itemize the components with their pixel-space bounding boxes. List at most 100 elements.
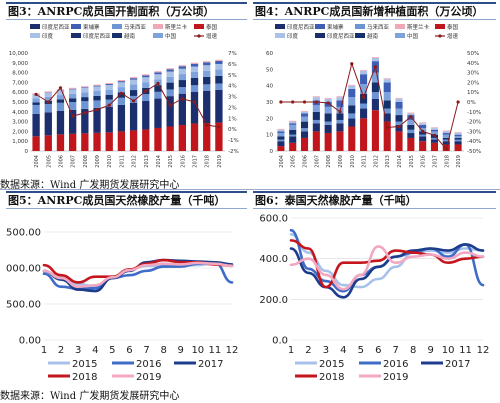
bar-segment-越南 xyxy=(348,105,356,114)
bar-segment-印度 xyxy=(407,113,415,116)
bar-segment-印度 xyxy=(142,77,150,83)
legend-label: 越南 xyxy=(367,32,379,40)
legend-swatch xyxy=(112,24,122,29)
bar-segment-柬埔寨 xyxy=(442,133,450,135)
bar-segment-中国 xyxy=(360,84,368,94)
legend-marker-growth xyxy=(438,34,442,38)
bar-segment-印度尼西亚 xyxy=(69,109,77,134)
bar-segment-泰国 xyxy=(348,126,356,151)
legend-swatch xyxy=(153,33,163,38)
bar-segment-印度 xyxy=(215,63,223,70)
bar-segment-柬埔寨 xyxy=(454,134,462,137)
bar-segment-中国 xyxy=(430,131,439,135)
bar-segment-斯里兰卡 xyxy=(69,87,77,89)
bar-segment-印度尼西亚 xyxy=(117,104,126,132)
y-tick-label-right: 10% xyxy=(467,90,479,96)
legend-label: 印度尼西亚 xyxy=(42,23,70,31)
bar-segment-中国 xyxy=(129,84,138,91)
growth-point xyxy=(71,114,75,118)
growth-point xyxy=(456,100,460,104)
growth-point xyxy=(421,129,425,133)
bar-segment-斯里兰卡 xyxy=(129,77,138,79)
x-tick-label: 2010 xyxy=(350,155,356,168)
y-tick-label-left: 10,000 xyxy=(9,51,29,57)
legend-label: 2017 xyxy=(445,359,470,370)
bar-segment-越南 xyxy=(190,77,199,86)
bar-segment-泰国 xyxy=(142,129,150,151)
bar-segment-印度尼西亚 xyxy=(383,113,391,122)
y-tick-label-right: 50% xyxy=(467,51,479,57)
bar-segment-泰国 xyxy=(93,132,101,151)
bar-segment-印度尼西亚 xyxy=(154,98,162,128)
bar-segment-柬埔寨 xyxy=(348,88,356,98)
bar-segment-柬埔寨 xyxy=(190,63,199,67)
growth-point xyxy=(95,108,99,112)
bar-segment-马来西亚 xyxy=(32,104,40,114)
bar-segment-印度 xyxy=(454,133,462,135)
legend-label: 斯里兰卡 xyxy=(165,23,188,31)
growth-point xyxy=(279,100,283,104)
growth-point xyxy=(83,111,87,115)
bar-segment-马来西亚 xyxy=(289,134,297,137)
legend-label: 2018 xyxy=(72,372,97,382)
y-tick-label-right: 6% xyxy=(228,62,237,68)
x-tick-label: 2 xyxy=(305,345,311,356)
x-tick-label: 2004 xyxy=(34,155,40,168)
x-tick-label: 2006 xyxy=(58,155,64,168)
bar-segment-泰国 xyxy=(178,125,186,151)
legend-label: 2018 xyxy=(319,372,344,382)
bar-segment-马来西亚 xyxy=(360,103,368,109)
bar-segment-泰国 xyxy=(69,133,77,151)
x-tick-label: 2013 xyxy=(385,155,391,168)
bar-segment-斯里兰卡 xyxy=(383,78,391,80)
bar-segment-柬埔寨 xyxy=(105,83,113,85)
bar-segment-柬埔寨 xyxy=(430,129,439,132)
x-tick-label: 2019 xyxy=(456,155,462,168)
x-tick-label: 2013 xyxy=(144,155,150,168)
bar-segment-印度尼西亚 xyxy=(454,141,462,145)
bar-segment-中国 xyxy=(32,98,40,103)
bar-segment-中国 xyxy=(324,106,332,114)
bar-segment-泰国 xyxy=(289,142,297,151)
bar-segment-马来西亚 xyxy=(442,139,450,142)
bar-segment-马来西亚 xyxy=(407,129,415,134)
bar-segment-柬埔寨 xyxy=(178,66,186,69)
x-tick-label: 4 xyxy=(92,345,98,356)
bar-segment-斯里兰卡 xyxy=(395,97,403,99)
bar-segment-泰国 xyxy=(215,122,223,151)
bar-segment-泰国 xyxy=(360,118,368,151)
x-tick-label: 12 xyxy=(477,345,490,356)
x-tick-label: 2011 xyxy=(119,155,125,168)
y-tick-label-right: -50% xyxy=(467,149,481,155)
bar-segment-中国 xyxy=(407,119,415,125)
x-tick-label: 2012 xyxy=(132,155,138,168)
bar-segment-柬埔寨 xyxy=(69,88,77,90)
bar-segment-越南 xyxy=(277,136,285,140)
bar-segment-印度 xyxy=(442,131,450,134)
legend-swatch xyxy=(275,24,285,29)
bar-segment-印度尼西亚 xyxy=(203,90,211,124)
y-tick-label-right: -10% xyxy=(467,110,481,116)
legend-label: 2017 xyxy=(198,359,223,370)
bar-segment-中国 xyxy=(289,124,297,130)
bar-segment-中国 xyxy=(348,97,356,106)
legend-swatch xyxy=(112,33,122,38)
bar-segment-越南 xyxy=(56,99,65,103)
y-tick-label-right: 0% xyxy=(467,100,476,106)
growth-point xyxy=(58,86,63,90)
bar-segment-越南 xyxy=(289,129,297,135)
growth-point xyxy=(291,100,295,104)
fig4-title-text: ANRPC成员国新增种植面积（万公顷） xyxy=(284,5,484,18)
bar-segment-印度尼西亚 xyxy=(371,98,379,111)
y-tick-label-right: -40% xyxy=(467,139,481,145)
y-tick-label-right: -2% xyxy=(228,149,239,155)
bar-segment-斯里兰卡 xyxy=(324,97,332,99)
bar-segment-越南 xyxy=(32,102,40,105)
bar-segment-泰国 xyxy=(117,131,126,151)
bar-segment-柬埔寨 xyxy=(81,87,89,88)
bar-segment-泰国 xyxy=(371,110,379,151)
bar-segment-柬埔寨 xyxy=(129,78,138,80)
y-tick-label-right: -20% xyxy=(467,120,481,126)
